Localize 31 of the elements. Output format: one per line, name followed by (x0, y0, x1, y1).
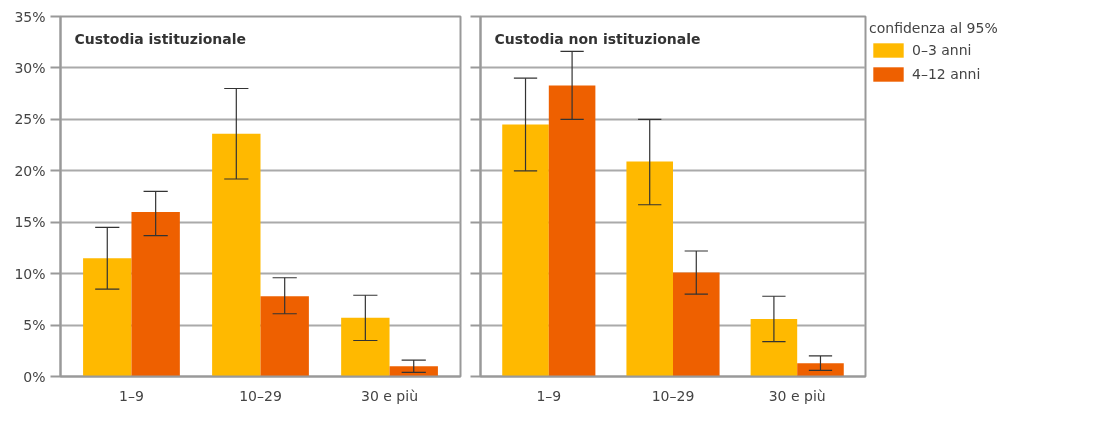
bar (673, 272, 720, 377)
bar (341, 317, 390, 377)
x-tick-label: 30 e più (361, 387, 419, 404)
bar (797, 363, 844, 377)
y-tick-label: 10% (14, 265, 46, 282)
bar (212, 133, 261, 377)
legend-label: 4–12 anni (912, 66, 981, 82)
x-tick-label: 1–9 (536, 387, 562, 404)
legend-label: 0–3 anni (912, 42, 972, 58)
y-tick-label: 25% (14, 111, 46, 128)
x-tick-label: 10–29 (651, 387, 695, 404)
bar (389, 366, 438, 377)
bar (131, 211, 180, 377)
y-tick-label: 30% (14, 59, 46, 76)
y-tick-label: 15% (14, 214, 46, 231)
y-tick-label: 5% (23, 317, 46, 334)
x-tick-label: 1–9 (119, 387, 144, 404)
legend-title: confidenza al 95% (869, 20, 998, 36)
text: Custodia non istituzionale (494, 30, 701, 47)
bar (750, 318, 798, 377)
y-tick-label: 35% (14, 8, 46, 25)
x-tick-label: 10–29 (239, 387, 282, 404)
y-tick-label: 0% (23, 368, 46, 385)
bar (260, 296, 309, 377)
text: Custodia istituzionale (74, 30, 247, 47)
bar (626, 161, 673, 377)
bar (548, 85, 596, 377)
x-tick-label: 30 e più (768, 387, 826, 404)
bar (502, 124, 549, 377)
bar (83, 258, 132, 377)
y-tick-label: 20% (14, 162, 46, 179)
